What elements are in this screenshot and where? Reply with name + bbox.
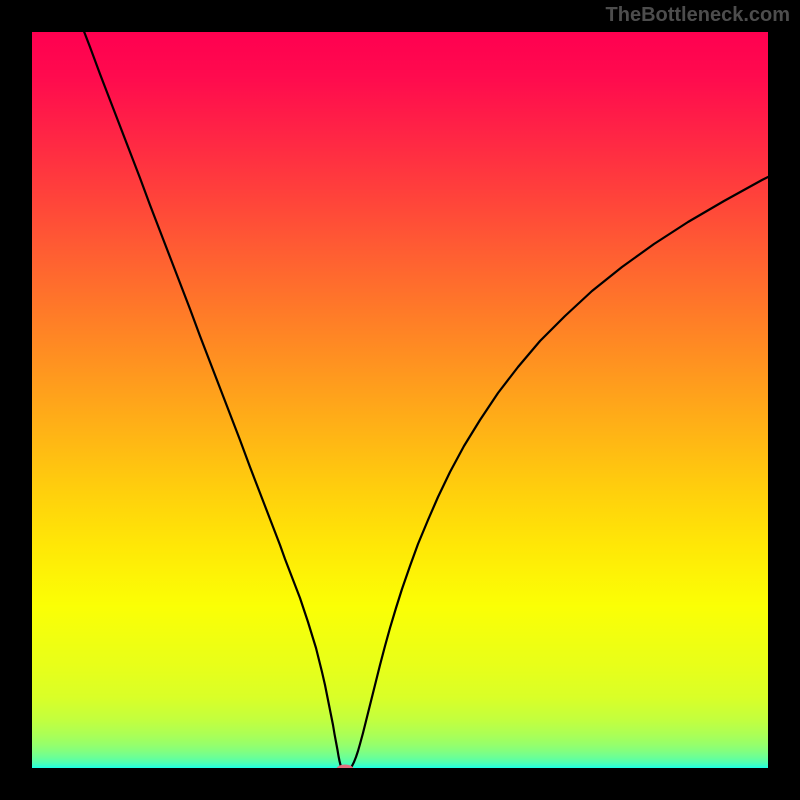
chart-svg — [0, 0, 800, 800]
bottleneck-chart: TheBottleneck.com — [0, 0, 800, 800]
watermark-text: TheBottleneck.com — [606, 4, 790, 27]
chart-background — [32, 32, 768, 768]
